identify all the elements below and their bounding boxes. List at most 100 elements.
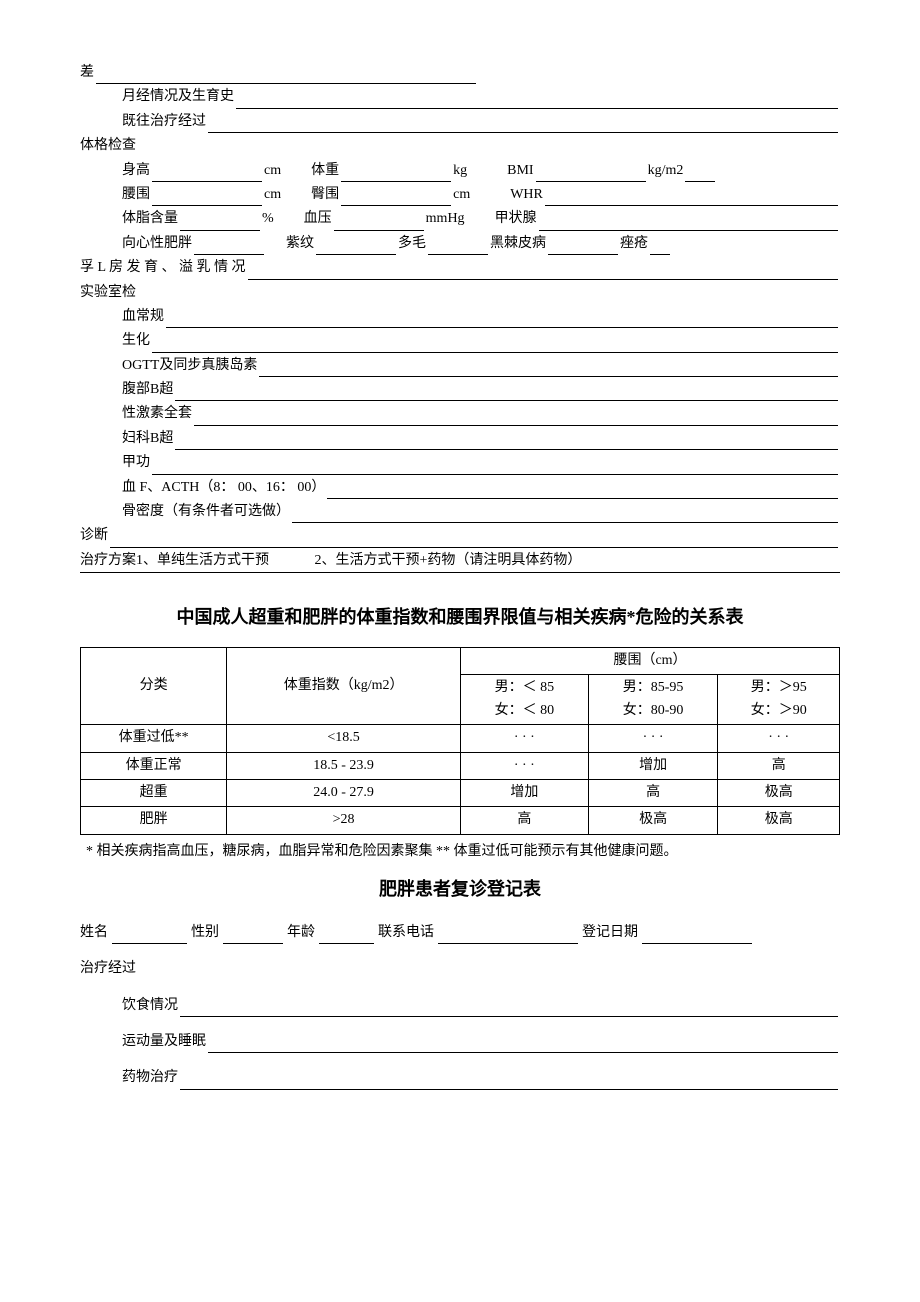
table-row: 分类 体重指数（kg/m2） 腰围（cm） <box>81 648 840 675</box>
label-diff: 差 <box>80 62 94 84</box>
label-whr: WHR <box>510 184 543 206</box>
label-bmd: 骨密度（有条件者可选做） <box>122 501 290 523</box>
unit-kg: kg <box>453 160 467 182</box>
table-row: 体重过低**<18.5· · ·· · ·· · · <box>81 725 840 752</box>
row-fat-bp-thyroid: 体脂含量 % 血压 mmHg 甲状腺 <box>80 208 840 230</box>
unit-pct: % <box>262 208 274 230</box>
label-waist: 腰围 <box>122 184 150 206</box>
label-biochem: 生化 <box>122 330 150 352</box>
row-gyn-us: 妇科B超 <box>80 428 840 450</box>
input-cbc[interactable] <box>166 313 838 328</box>
row-biochem: 生化 <box>80 330 840 352</box>
th-bmi: 体重指数（kg/m2） <box>227 648 461 725</box>
input-dx[interactable] <box>110 533 838 548</box>
label-exercise: 运动量及睡眠 <box>122 1031 206 1053</box>
input-fat[interactable] <box>180 216 260 231</box>
table-title: 中国成人超重和肥胖的体重指数和腰围界限值与相关疾病*危险的关系表 <box>80 603 840 632</box>
label-thyroid: 甲状腺 <box>495 208 537 230</box>
cell: · · · <box>461 725 589 752</box>
cell: 极高 <box>588 807 718 834</box>
label-hip: 臀围 <box>311 184 339 206</box>
input-bp[interactable] <box>334 216 424 231</box>
row-ogtt: OGTT及同步真胰岛素 <box>80 355 840 377</box>
input-exercise[interactable] <box>208 1038 838 1053</box>
cell-text: 男：＞95 <box>724 677 833 699</box>
label-gyn-us: 妇科B超 <box>122 428 173 450</box>
th-category: 分类 <box>81 648 227 725</box>
row-past-tx: 既往治疗经过 <box>80 111 840 133</box>
input-name[interactable] <box>112 929 187 944</box>
unit-cm: cm <box>264 160 281 182</box>
row-dx: 诊断 <box>80 525 840 547</box>
label-abdo-us: 腹部B超 <box>122 379 173 401</box>
lab-header: 实验室检 <box>80 282 840 304</box>
input-breast[interactable] <box>248 265 838 280</box>
cell: 高 <box>461 807 589 834</box>
label-acanth: 黑棘皮病 <box>490 233 546 255</box>
input-ogtt[interactable] <box>259 362 838 377</box>
input-cortisol[interactable] <box>327 484 838 499</box>
cell: <18.5 <box>227 725 461 752</box>
input-whr[interactable] <box>545 191 838 206</box>
course-header: 治疗经过 <box>80 958 840 980</box>
cell: 体重过低** <box>81 725 227 752</box>
cell: · · · <box>461 752 589 779</box>
input-bmi[interactable] <box>536 167 646 182</box>
row-breast: 孚 L 房 发 育 、 溢 乳 情 况 <box>80 257 840 279</box>
input-hirsut[interactable] <box>428 240 488 255</box>
input-central[interactable] <box>194 240 264 255</box>
input-thyroid[interactable] <box>539 216 838 231</box>
input-acne[interactable] <box>650 240 670 255</box>
blank[interactable] <box>96 69 476 84</box>
label-hormone: 性激素全套 <box>122 403 192 425</box>
input-sex[interactable] <box>223 929 283 944</box>
input-diet[interactable] <box>180 1002 838 1017</box>
label-age: 年龄 <box>287 922 315 944</box>
label-phone: 联系电话 <box>378 922 434 944</box>
input-waist[interactable] <box>152 191 262 206</box>
table-footnote: * 相关疾病指高血压，糖尿病，血脂异常和危险因素聚集 ** 体重过低可能预示有其… <box>80 841 840 863</box>
label-drug: 药物治疗 <box>122 1067 178 1089</box>
input-age[interactable] <box>319 929 374 944</box>
cell: · · · <box>718 725 840 752</box>
cell-text: 女：＜ 80 <box>467 700 582 722</box>
input-bmd[interactable] <box>292 508 838 523</box>
label-sex: 性别 <box>191 922 219 944</box>
input-hormone[interactable] <box>194 411 838 426</box>
row-central-etc: 向心性肥胖 紫纹 多毛 黑棘皮病 痤疮 <box>80 233 840 255</box>
input-tft[interactable] <box>152 460 838 475</box>
cell: 超重 <box>81 779 227 806</box>
unit-cm3: cm <box>453 184 470 206</box>
input-drug[interactable] <box>180 1075 838 1090</box>
cell-text: 女：＞90 <box>724 700 833 722</box>
table-row: 肥胖>28高极高极高 <box>81 807 840 834</box>
blank[interactable] <box>208 118 838 133</box>
cell: 24.0 - 27.9 <box>227 779 461 806</box>
cell: 体重正常 <box>81 752 227 779</box>
cell: · · · <box>588 725 718 752</box>
cell: 肥胖 <box>81 807 227 834</box>
input-striae[interactable] <box>316 240 396 255</box>
unit-kgm2: kg/m2 <box>648 160 684 182</box>
cell: 增加 <box>461 779 589 806</box>
input-abdo-us[interactable] <box>175 386 838 401</box>
input-weight[interactable] <box>341 167 451 182</box>
blank[interactable] <box>236 94 838 109</box>
cell: 高 <box>718 752 840 779</box>
row-abdo-us: 腹部B超 <box>80 379 840 401</box>
label-ogtt: OGTT及同步真胰岛素 <box>122 355 257 377</box>
cell: 极高 <box>718 779 840 806</box>
input-hip[interactable] <box>341 191 451 206</box>
input-biochem[interactable] <box>152 338 838 353</box>
input-height[interactable] <box>152 167 262 182</box>
label-dx: 诊断 <box>80 525 108 547</box>
label-name: 姓名 <box>80 922 108 944</box>
input-date[interactable] <box>642 929 752 944</box>
input-phone[interactable] <box>438 929 578 944</box>
label-fat: 体脂含量 <box>122 208 178 230</box>
unit-cm2: cm <box>264 184 281 206</box>
input-gyn-us[interactable] <box>175 435 838 450</box>
input-acanth[interactable] <box>548 240 618 255</box>
label-date: 登记日期 <box>582 922 638 944</box>
blank[interactable] <box>685 167 715 182</box>
